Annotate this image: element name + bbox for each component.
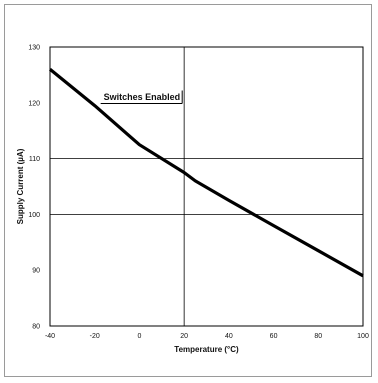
annotation-box bbox=[100, 90, 183, 104]
series-layer bbox=[48, 68, 364, 278]
annotation-text: Switches Enabled bbox=[104, 92, 181, 102]
annotations: Switches Enabled bbox=[100, 90, 183, 105]
grid-lines bbox=[50, 47, 363, 326]
x-tick-label: 60 bbox=[270, 333, 278, 340]
x-tick-label: 40 bbox=[225, 333, 233, 340]
plot-area bbox=[49, 46, 364, 327]
y-tick-label: 120 bbox=[28, 100, 40, 107]
x-axis-title: Temperature (°C) bbox=[174, 345, 239, 354]
x-tick-label: 80 bbox=[314, 333, 322, 340]
x-tick-label: 20 bbox=[180, 333, 188, 340]
y-tick-label: 90 bbox=[32, 268, 40, 275]
chart-frame bbox=[4, 4, 372, 377]
x-tick-labels: -40 -20 0 20 40 60 80 100 bbox=[45, 333, 369, 340]
series-line-0 bbox=[48, 68, 364, 278]
y-tick-labels: 80 90 100 110 120 130 bbox=[28, 45, 40, 331]
annotation-label: Switches Enabled bbox=[100, 90, 183, 105]
y-tick-label: 110 bbox=[29, 156, 40, 163]
x-tick-label: -40 bbox=[45, 333, 55, 340]
x-tick-label: 100 bbox=[357, 333, 369, 340]
x-tick-label: 0 bbox=[137, 333, 141, 340]
y-axis-title: Supply Current (µA) bbox=[16, 148, 25, 224]
y-tick-label: 80 bbox=[32, 324, 40, 331]
y-tick-label: 100 bbox=[28, 212, 40, 219]
x-tick-label: -20 bbox=[90, 333, 100, 340]
y-tick-label: 130 bbox=[28, 45, 40, 52]
